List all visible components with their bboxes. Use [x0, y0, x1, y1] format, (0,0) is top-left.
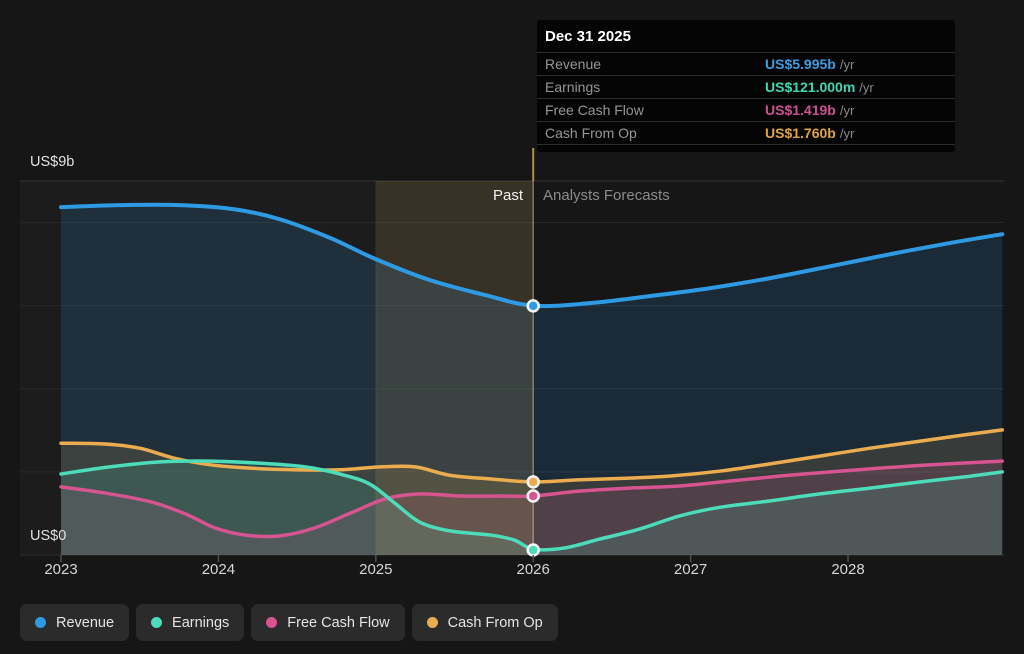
- x-tick-label-2024: 2024: [201, 561, 236, 578]
- x-tick-label-2023: 2023: [44, 561, 78, 578]
- tooltip-series-value: US$5.995b: [765, 56, 836, 72]
- tooltip-row-earnings: Earnings US$121.000m/yr: [537, 76, 955, 99]
- free-cash-flow-dot-icon: [266, 617, 278, 628]
- y-axis-min-label: US$0: [30, 528, 67, 544]
- x-tick-label-2027: 2027: [673, 561, 708, 578]
- revenue-dot-icon: [35, 617, 46, 628]
- x-tick-label-2026: 2026: [516, 561, 550, 578]
- legend-item-free-cash-flow[interactable]: Free Cash Flow: [251, 604, 405, 641]
- tooltip-series-label: Free Cash Flow: [545, 102, 644, 118]
- marker-cash-from-op[interactable]: [526, 475, 540, 489]
- tooltip-series-value: US$121.000m: [765, 79, 856, 95]
- tooltip-date: Dec 31 2025: [537, 20, 955, 53]
- highlight-band: [375, 181, 534, 555]
- legend-label: Cash From Op: [447, 614, 543, 631]
- tooltip-unit: /yr: [839, 57, 855, 72]
- marker-earnings[interactable]: [526, 543, 540, 557]
- tooltip-unit: /yr: [859, 80, 874, 95]
- series-line-revenue: [59, 202, 1005, 309]
- tooltip-row-free-cash-flow: Free Cash Flow US$1.419b/yr: [537, 99, 955, 122]
- legend-item-earnings[interactable]: Earnings: [136, 604, 245, 641]
- x-tick-label-2028: 2028: [831, 561, 865, 578]
- tooltip-series-label: Revenue: [545, 56, 602, 72]
- series-line-cash-from-op: [59, 428, 1004, 484]
- legend-item-cash-from-op[interactable]: Cash From Op: [411, 604, 558, 641]
- marker-free-cash-flow[interactable]: [526, 489, 540, 503]
- legend-label: Revenue: [56, 614, 115, 631]
- y-axis-max-label: US$9b: [30, 154, 75, 170]
- tooltip-row-cash-from-op: Cash From Op US$1.760b/yr: [537, 122, 955, 145]
- legend: Revenue Earnings Free Cash Flow Cash Fro…: [20, 604, 558, 641]
- tooltip-row-revenue: Revenue US$5.995b/yr: [537, 53, 955, 76]
- tooltip-series-value: US$1.419b: [765, 102, 836, 118]
- series-fill-free-cash-flow: [61, 461, 1003, 555]
- earnings-dot-icon: [151, 617, 163, 628]
- tooltip-series-label: Cash From Op: [545, 125, 637, 141]
- forecasts-zone-label: Analysts Forecasts: [543, 187, 670, 204]
- tooltip-series-label: Earnings: [545, 79, 601, 95]
- tooltip-unit: /yr: [839, 103, 855, 118]
- legend-label: Earnings: [172, 614, 230, 631]
- x-tick-label-2025: 2025: [359, 561, 393, 578]
- past-zone-label: Past: [492, 187, 523, 204]
- legend-label: Free Cash Flow: [287, 614, 390, 631]
- marker-revenue[interactable]: [526, 299, 540, 313]
- series-line-earnings: [59, 459, 1004, 552]
- chart-tooltip: Dec 31 2025 Revenue US$5.995b/yr Earning…: [537, 20, 955, 152]
- cash-from-op-dot-icon: [426, 617, 438, 628]
- series-line-free-cash-flow: [59, 459, 1004, 539]
- legend-item-revenue[interactable]: Revenue: [20, 604, 130, 641]
- tooltip-series-value: US$1.760b: [765, 125, 836, 141]
- tooltip-unit: /yr: [839, 126, 855, 141]
